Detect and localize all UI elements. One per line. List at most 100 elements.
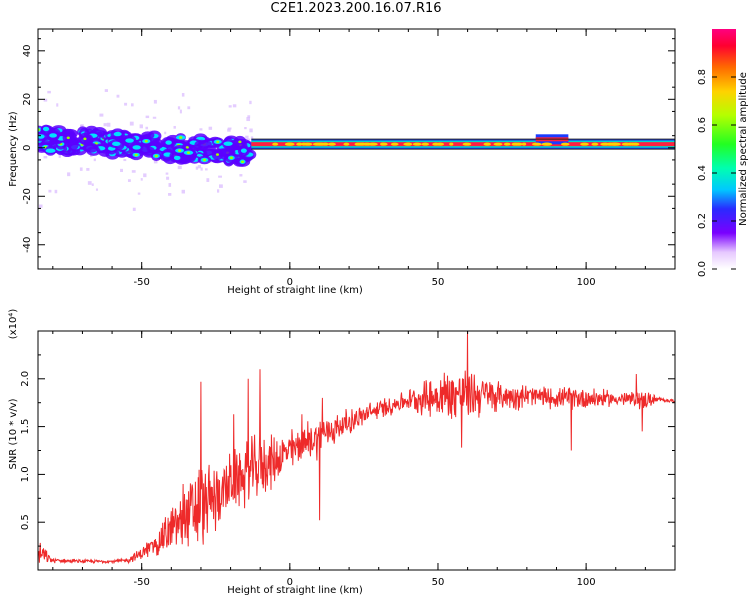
spectrogram-speck bbox=[43, 98, 48, 102]
spectrogram-speck bbox=[227, 127, 232, 130]
spectrogram-ticks: -50 0 50 100 -40 -20 0 20 40 bbox=[22, 29, 676, 288]
spectrogram-blob-core bbox=[112, 141, 121, 147]
spectrogram-speck bbox=[188, 137, 191, 140]
spectrogram-speck bbox=[218, 184, 223, 188]
spectrogram-speck bbox=[249, 100, 252, 105]
spectrogram-speck bbox=[168, 193, 172, 196]
spectrogram-speck bbox=[80, 124, 84, 127]
spectrogram-speck bbox=[165, 172, 169, 175]
spectrogram-speck bbox=[247, 138, 251, 141]
spectrogram-speck bbox=[227, 128, 231, 132]
snr-data bbox=[38, 331, 675, 565]
spectrogram-line-speck bbox=[580, 142, 589, 146]
spectrogram-speck bbox=[249, 128, 253, 133]
spectrogram-speck bbox=[93, 158, 96, 162]
spectrogram-speck bbox=[123, 159, 127, 162]
spectrogram-speck bbox=[54, 189, 58, 194]
spectrogram-speck bbox=[243, 180, 247, 183]
y-tick-label: 2.0 bbox=[20, 371, 31, 387]
spectrogram-speck bbox=[152, 116, 157, 119]
spectrogram-speck bbox=[244, 127, 247, 130]
spectrogram-line-speck bbox=[421, 142, 430, 146]
spectrogram-speck bbox=[187, 106, 191, 110]
spectrogram-speck bbox=[250, 136, 254, 139]
spectrogram-speck bbox=[208, 126, 213, 130]
spectrogram-blob-core bbox=[42, 126, 50, 132]
colorbar-tick-label: 0.8 bbox=[697, 69, 708, 85]
spectrogram-speck bbox=[246, 117, 251, 122]
spectrogram-line-speck bbox=[328, 142, 336, 146]
spectrogram-blob-peak bbox=[38, 128, 41, 131]
spectrogram-blob-peak bbox=[238, 140, 242, 144]
snr-frame bbox=[37, 330, 676, 571]
spectrogram-data bbox=[38, 89, 675, 211]
colorbar-tick-label: 0.4 bbox=[697, 165, 708, 181]
spectrogram-line-speck bbox=[531, 142, 542, 146]
colorbar-tick-label: 0.6 bbox=[697, 117, 708, 133]
spectrogram-blob bbox=[141, 146, 156, 156]
spectrogram-line-speck bbox=[356, 142, 366, 146]
spectrogram-line-speck bbox=[521, 142, 527, 146]
spectrogram-blob-peak bbox=[179, 136, 183, 139]
spectrogram-line-speck bbox=[412, 142, 422, 146]
spectrogram-blob-peak bbox=[215, 153, 220, 156]
spectrogram-line-speck bbox=[449, 142, 454, 146]
spectrogram-blob-core bbox=[240, 148, 247, 153]
spectrogram-speck bbox=[124, 102, 128, 106]
spectrogram-line-speck bbox=[380, 142, 385, 146]
spectrogram-speck bbox=[195, 166, 199, 170]
spectrogram-blob-core bbox=[132, 145, 141, 150]
y-tick-label: 1.5 bbox=[20, 419, 31, 435]
spectrogram-line-speck bbox=[302, 142, 313, 146]
snr-y-multiplier: (x10⁴) bbox=[8, 309, 19, 340]
spectrogram-blob-peak bbox=[186, 151, 191, 154]
spectrogram-speck bbox=[56, 103, 59, 107]
spectrogram-blob-core bbox=[223, 141, 233, 146]
spectrogram-speck bbox=[200, 167, 203, 171]
spectrogram-line-speck bbox=[591, 142, 599, 146]
spectrogram-line-speck bbox=[403, 142, 413, 146]
spectrogram-blob-peak bbox=[134, 153, 138, 157]
spectrogram-speck bbox=[48, 189, 52, 193]
y-tick-label: 1.0 bbox=[20, 466, 31, 482]
spectrogram-speck bbox=[137, 192, 141, 195]
spectrogram-speck bbox=[47, 90, 51, 94]
spectrogram-blob-core bbox=[125, 138, 134, 143]
spectrogram-blob-peak bbox=[240, 160, 245, 164]
spectrogram-blob-core bbox=[49, 133, 57, 138]
spectrogram-speck bbox=[232, 104, 237, 108]
spectrogram-line-speck bbox=[609, 142, 618, 146]
spectrogram-blob-peak bbox=[229, 156, 234, 160]
spectrogram-blob-peak bbox=[154, 154, 158, 158]
spectrogram-speck bbox=[129, 121, 134, 126]
spectrogram-speck bbox=[67, 172, 71, 177]
spectrogram-speck bbox=[103, 123, 107, 127]
spectrogram-speck bbox=[79, 167, 83, 171]
spectrogram-line-speck bbox=[511, 142, 519, 146]
x-tick-label: 100 bbox=[577, 277, 596, 288]
spectrogram-speck bbox=[177, 165, 182, 170]
spectrogram-speck bbox=[247, 115, 251, 118]
y-tick-label: 0 bbox=[22, 145, 33, 151]
spectrogram-speck bbox=[58, 154, 61, 158]
spectrogram-speck bbox=[43, 155, 48, 159]
y-tick-label: 40 bbox=[22, 44, 33, 57]
spectrogram-speck bbox=[228, 105, 232, 108]
spectrogram-line-speck bbox=[542, 142, 553, 146]
spectrogram-speck bbox=[166, 176, 170, 180]
spectrogram-line-speck bbox=[462, 142, 472, 146]
spectrogram-speck bbox=[132, 207, 136, 211]
spectrogram-blob bbox=[194, 139, 210, 151]
spectrogram-speck bbox=[91, 183, 94, 186]
spectrogram-speck bbox=[177, 106, 181, 110]
spectrogram-speck bbox=[87, 181, 92, 185]
spectrogram-blob-peak bbox=[178, 149, 182, 152]
spectrogram-line-speck bbox=[316, 142, 326, 146]
x-tick-label: 0 bbox=[287, 277, 293, 288]
spectrogram-speck bbox=[179, 109, 182, 114]
spectrogram-speck bbox=[86, 167, 90, 171]
spectrogram-speck bbox=[127, 179, 131, 182]
spectrogram-blob-peak bbox=[185, 146, 189, 149]
spectrogram-line-speck bbox=[560, 142, 570, 146]
